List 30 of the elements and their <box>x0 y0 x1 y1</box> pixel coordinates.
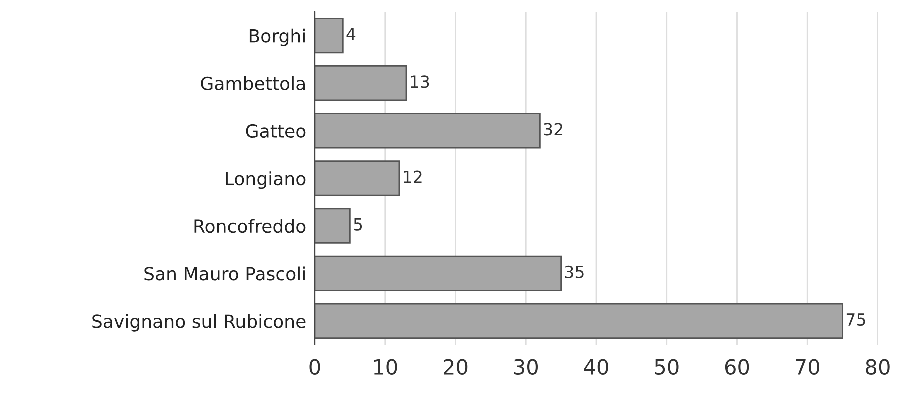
y-tick-label: Savignano sul Rubicone <box>92 314 306 332</box>
data-label: 5 <box>354 218 362 231</box>
bar <box>315 256 562 292</box>
y-tick-label: Longiano <box>226 172 306 190</box>
bar <box>315 113 541 149</box>
bar <box>315 208 351 244</box>
y-tick-label: Gambettola <box>201 76 306 90</box>
data-label: 12 <box>404 170 422 184</box>
bar <box>315 18 344 54</box>
x-tick-label: 40 <box>584 359 608 376</box>
x-tick-label: 60 <box>725 359 750 376</box>
bar <box>315 303 844 340</box>
y-tick-label: Roncofreddo <box>194 219 306 234</box>
x-tick-label: 10 <box>374 359 398 376</box>
y-tick-label: Borghi <box>250 28 305 46</box>
data-label: 75 <box>846 314 866 326</box>
x-tick-label: 50 <box>655 359 679 376</box>
data-label: 4 <box>346 28 356 40</box>
x-tick-label: 20 <box>444 359 468 376</box>
x-tick-label: 80 <box>866 359 890 376</box>
x-tick-label: 70 <box>796 359 820 376</box>
bar <box>315 160 400 196</box>
y-tick-label: Gatteo <box>246 124 306 138</box>
data-label: 32 <box>544 123 563 136</box>
x-tick-label: 30 <box>514 359 538 376</box>
data-label: 35 <box>565 266 584 278</box>
y-tick-label: San Mauro Pascoli <box>144 266 305 281</box>
data-label: 13 <box>411 76 430 88</box>
x-tick-label: 0 <box>310 359 320 376</box>
bar <box>315 66 408 102</box>
